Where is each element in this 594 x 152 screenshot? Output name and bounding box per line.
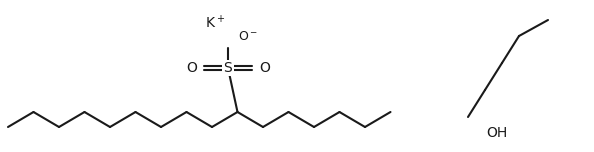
Text: S: S: [223, 61, 232, 75]
Text: O: O: [186, 61, 197, 75]
Text: O: O: [259, 61, 270, 75]
Text: O$^-$: O$^-$: [238, 30, 258, 43]
Text: OH: OH: [486, 126, 507, 140]
Text: K$^+$: K$^+$: [205, 14, 225, 31]
